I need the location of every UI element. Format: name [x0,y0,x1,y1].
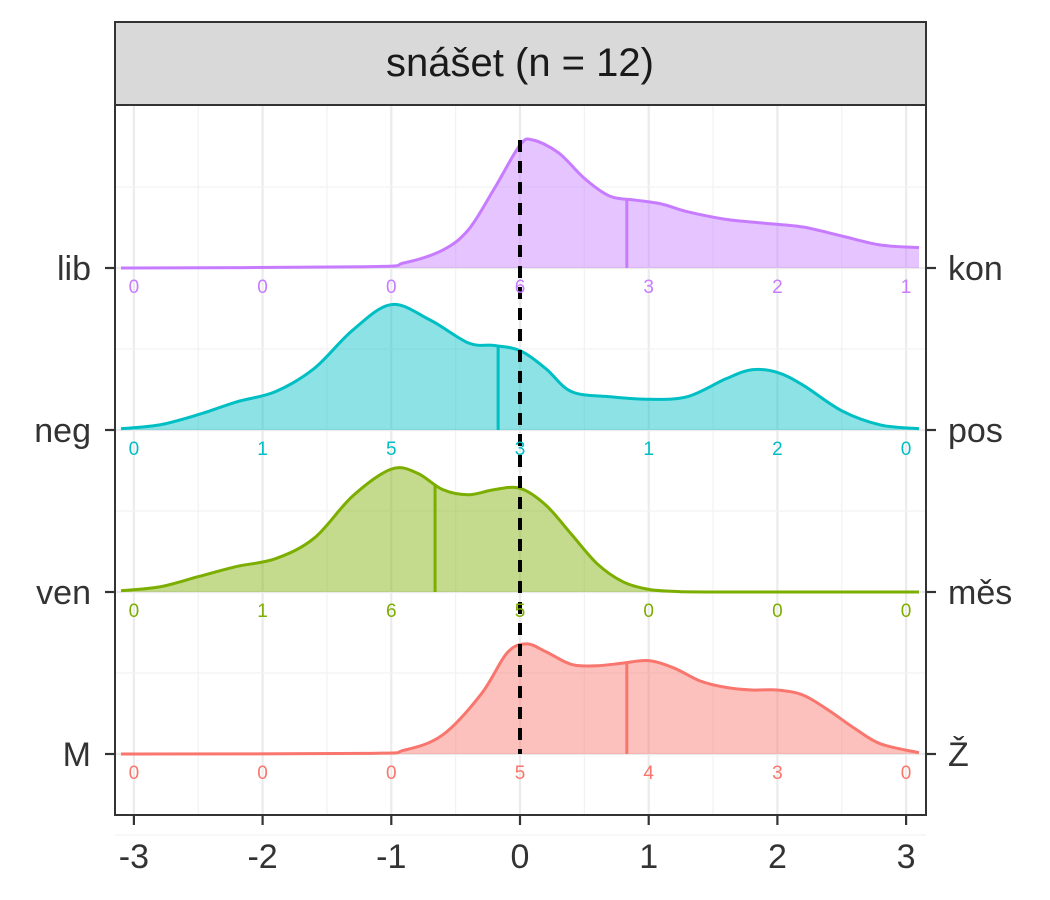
count-label: 0 [129,439,140,460]
y-label-left: neg [34,412,91,450]
x-tick-label: -3 [119,838,149,876]
count-labels: 0 0 0 6 3 2 1 0 1 5 3 1 2 0 0 1 6 5 0 0 0 0 0 0 5 4 3 0 [129,277,912,784]
count-label: 5 [515,601,526,622]
count-label: 0 [129,763,140,784]
y-label-left: M [63,736,91,774]
x-tick-label: 3 [897,838,916,876]
density-area-neg [121,304,919,430]
count-label: 0 [129,277,140,298]
count-label: 1 [643,439,654,460]
count-label: 1 [257,601,268,622]
count-label: 0 [643,601,654,622]
count-label: 0 [386,277,397,298]
y-label-right: Ž [948,736,969,774]
facet-strip [114,21,927,106]
count-label: 5 [386,439,397,460]
count-label: 3 [772,763,783,784]
y-label-right: kon [948,250,1003,288]
chart-title: snášet (n = 12) [386,41,654,85]
count-label: 0 [129,601,140,622]
axes: lib kon neg pos ven měs M Ž -3 -2 -1 0 1 2 3 [34,250,1012,876]
x-tick-label: -1 [376,838,406,876]
x-tick-label: 2 [768,838,787,876]
count-label: 0 [386,763,397,784]
count-label: 0 [901,763,912,784]
density-line-lib [120,137,920,270]
count-label: 0 [901,601,912,622]
x-tick-label: 0 [511,838,530,876]
count-label: 5 [515,763,526,784]
y-label-right: pos [948,412,1003,450]
count-label: 0 [257,763,268,784]
count-label: 3 [515,439,526,460]
y-label-left: lib [57,250,91,288]
count-label: 2 [772,439,783,460]
count-label: 3 [643,277,654,298]
count-label: 6 [386,601,397,622]
count-label: 6 [515,277,526,298]
density-area-M [121,643,919,754]
y-label-left: ven [36,574,91,612]
density-line-M [120,642,920,756]
count-label: 2 [772,277,783,298]
count-label: 1 [257,439,268,460]
gridlines [115,105,926,836]
density-line-neg [120,303,920,431]
count-label: 0 [901,439,912,460]
density-line-ven [120,466,920,594]
count-label: 1 [901,277,912,298]
count-label: 0 [257,277,268,298]
count-label: 0 [772,601,783,622]
x-tick-label: 1 [639,838,658,876]
count-label: 4 [643,763,654,784]
y-label-right: měs [948,574,1012,612]
x-tick-label: -2 [247,838,277,876]
